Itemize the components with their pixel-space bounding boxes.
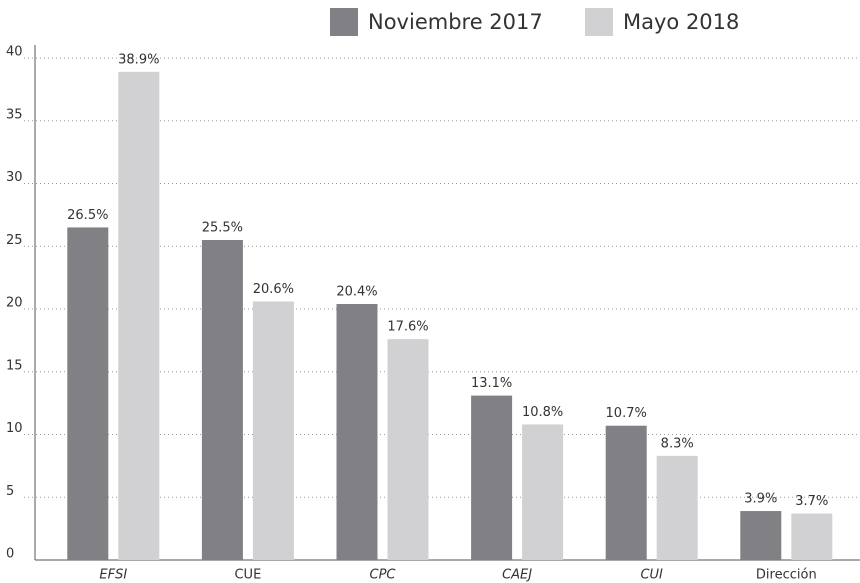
value-label: 8.3% [661, 436, 694, 451]
x-tick-label: CAEJ [502, 568, 532, 583]
y-tick-label: 30 [6, 170, 23, 185]
value-label: 20.4% [336, 284, 377, 299]
legend-label: Noviembre 2017 [368, 10, 543, 34]
value-label: 3.9% [744, 492, 777, 507]
value-label: 26.5% [67, 208, 108, 223]
bar [605, 425, 647, 560]
bar [201, 239, 243, 560]
x-tick-label: CUE [234, 568, 261, 583]
y-tick-label: 15 [6, 358, 23, 373]
value-label: 17.6% [387, 320, 428, 335]
value-label: 10.7% [606, 406, 647, 421]
bar [252, 301, 294, 560]
legend-label: Mayo 2018 [623, 10, 739, 34]
y-tick-label: 0 [6, 547, 14, 562]
y-tick-label: 35 [6, 107, 23, 122]
value-label: 3.7% [795, 494, 828, 509]
bar [740, 511, 782, 560]
x-tick-label: Dirección [756, 568, 817, 583]
bar [791, 513, 833, 560]
value-label: 20.6% [253, 282, 294, 297]
x-tick-label: EFSI [99, 568, 127, 583]
value-label: 38.9% [118, 52, 159, 67]
value-label: 13.1% [471, 376, 512, 391]
bar [656, 455, 698, 560]
legend-swatch [330, 8, 358, 36]
bar [67, 227, 109, 561]
bar [522, 424, 564, 560]
bar [471, 395, 513, 560]
x-tick-label: CUI [640, 568, 663, 583]
value-label: 10.8% [522, 405, 563, 420]
x-tick-label: CPC [370, 568, 397, 583]
legend-swatch [585, 8, 613, 36]
bar [336, 303, 378, 560]
y-tick-label: 40 [6, 45, 23, 60]
value-label: 25.5% [202, 220, 243, 235]
bar [387, 339, 429, 560]
y-tick-label: 5 [6, 484, 14, 499]
bar [118, 71, 160, 561]
y-tick-label: 25 [6, 233, 23, 248]
y-tick-label: 20 [6, 296, 23, 311]
y-tick-label: 10 [6, 421, 23, 436]
